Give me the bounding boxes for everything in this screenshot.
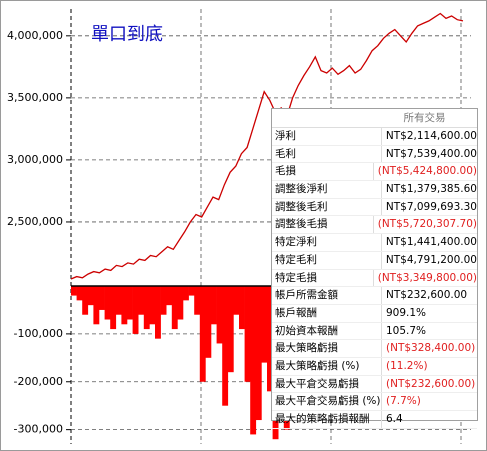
drawdown-bar <box>71 286 77 296</box>
drawdown-bar <box>87 286 94 306</box>
stat-value: 6.4 <box>386 413 403 425</box>
stat-value: (11.2%) <box>386 359 428 372</box>
stat-value: (7.7%) <box>386 395 421 408</box>
drawdown-bar <box>205 286 212 358</box>
drawdown-bar <box>267 286 273 392</box>
stat-label: 最大的策略虧損報酬 <box>272 411 382 428</box>
stat-row: 毛利 NT$7,539,400.00 <box>272 145 477 164</box>
drawdown-bar <box>149 286 156 325</box>
stat-row: 最大的策略虧損報酬 6.4 <box>272 411 477 429</box>
y-tick-label: 4,000,000 <box>7 29 63 42</box>
stat-label: 特定毛損 <box>272 269 374 287</box>
y-tick-label: 3,000,000 <box>7 153 63 166</box>
drawdown-bar <box>211 286 217 325</box>
stat-row: 特定淨利 NT$1,441,400.00 <box>272 234 477 252</box>
stat-row: 調整後毛損 (NT$5,720,307.70) <box>272 216 477 235</box>
panel-header: 所有交易 <box>272 109 477 128</box>
drawdown-bar <box>177 286 184 320</box>
drawdown-bar <box>239 286 245 330</box>
drawdown-bar <box>138 286 145 315</box>
stat-value: NT$1,379,385.60 <box>385 183 477 196</box>
y-tick-label: -200,000 <box>14 375 63 388</box>
drawdown-bar <box>261 286 268 363</box>
stat-value: NT$1,441,400.00 <box>385 236 477 249</box>
stat-row: 特定毛損 (NT$3,349,800.00) <box>272 269 477 288</box>
stat-value: (NT$328,400.00) <box>386 342 476 355</box>
drawdown-bar <box>255 286 262 421</box>
stat-value: NT$2,114,600.00 <box>385 130 477 142</box>
stat-value: NT$4,791,200.00 <box>385 253 477 266</box>
stat-value: 909.1% <box>386 306 427 319</box>
drawdown-bar <box>171 286 178 330</box>
drawdown-bar <box>82 286 89 315</box>
stat-label: 毛利 <box>272 145 382 163</box>
drawdown-bar <box>93 286 100 325</box>
stat-label: 最大平倉交易虧損 <box>272 375 382 393</box>
equity-line <box>70 12 464 280</box>
stats-panel: 所有交易 淨利 NT$2,114,600.00 毛利 NT$7,539,400.00 毛… <box>271 108 478 429</box>
drawdown-bar <box>121 286 128 325</box>
stat-row: 帳戶所需金額 NT$232,600.00 <box>272 287 477 305</box>
drawdown-bar <box>166 286 173 306</box>
stat-row: 最大策略虧損 (%) (11.2%) <box>272 357 477 376</box>
stat-label: 初始資本報酬 <box>272 322 382 340</box>
drawdown-bar <box>194 286 201 315</box>
drawdown-bar <box>155 286 161 339</box>
stat-value: (NT$5,720,307.70) <box>377 218 477 231</box>
stat-label: 最大平倉交易虧損 (%) <box>272 393 382 410</box>
stat-row: 最大策略虧損 (NT$328,400.00) <box>272 340 477 358</box>
stat-row: 調整後淨利 NT$1,379,385.60 <box>272 181 477 199</box>
stat-row: 初始資本報酬 105.7% <box>272 322 477 341</box>
stat-row: 毛損 (NT$5,424,800.00) <box>272 163 477 182</box>
stat-label: 淨利 <box>272 128 382 145</box>
stat-label: 最大策略虧損 <box>272 340 382 357</box>
y-tick-label: 2,500,000 <box>7 215 63 228</box>
stat-row: 調整後毛利 NT$7,099,693.30 <box>272 198 477 217</box>
stat-label: 調整後毛損 <box>272 216 374 234</box>
stat-label: 帳戶報酬 <box>272 304 382 322</box>
stat-value: NT$7,539,400.00 <box>385 147 477 160</box>
drawdown-bar <box>222 286 229 406</box>
stat-label: 特定淨利 <box>272 234 382 251</box>
stat-value: (NT$232,600.00) <box>386 377 476 390</box>
drawdown-bar <box>233 286 240 315</box>
stat-value: 105.7% <box>386 324 427 337</box>
stat-label: 調整後淨利 <box>272 181 382 198</box>
drawdown-bar <box>216 286 223 344</box>
drawdown-bar <box>183 286 189 301</box>
drawdown-bar <box>132 286 139 334</box>
drawdown-bar <box>244 286 251 382</box>
drawdown-bar <box>199 286 206 382</box>
drawdown-bar <box>110 286 117 330</box>
stat-label: 毛損 <box>272 163 374 181</box>
drawdown-bar <box>143 286 150 330</box>
y-tick-label: -300,000 <box>14 423 63 436</box>
stat-row: 最大平倉交易虧損 (NT$232,600.00) <box>272 375 477 394</box>
stat-value: NT$232,600.00 <box>386 289 468 302</box>
stat-value: (NT$3,349,800.00) <box>377 271 477 284</box>
stat-value: (NT$5,424,800.00) <box>377 165 477 178</box>
stat-label: 帳戶所需金額 <box>272 287 382 304</box>
stat-row: 帳戶報酬 909.1% <box>272 304 477 323</box>
y-tick-label: -100,000 <box>14 327 63 340</box>
drawdown-bar <box>188 286 195 296</box>
stat-label: 特定毛利 <box>272 251 382 269</box>
stat-value: NT$7,099,693.30 <box>385 200 477 213</box>
stat-row: 淨利 NT$2,114,600.00 <box>272 128 477 146</box>
drawdown-bar <box>115 286 122 315</box>
drawdown-bar <box>76 286 83 301</box>
stat-label: 最大策略虧損 (%) <box>272 357 382 375</box>
drawdown-bar <box>160 286 167 315</box>
stat-label: 調整後毛利 <box>272 198 382 216</box>
drawdown-bar <box>250 286 257 435</box>
stat-row: 特定毛利 NT$4,791,200.00 <box>272 251 477 270</box>
stat-row: 最大平倉交易虧損 (%) (7.7%) <box>272 393 477 411</box>
y-tick-label: 3,500,000 <box>7 91 63 104</box>
drawdown-bar <box>104 286 111 320</box>
drawdown-bar <box>127 286 133 320</box>
chart-title: 單口到底 <box>91 24 163 45</box>
drawdown-bar <box>99 286 105 310</box>
drawdown-bar <box>227 286 234 373</box>
